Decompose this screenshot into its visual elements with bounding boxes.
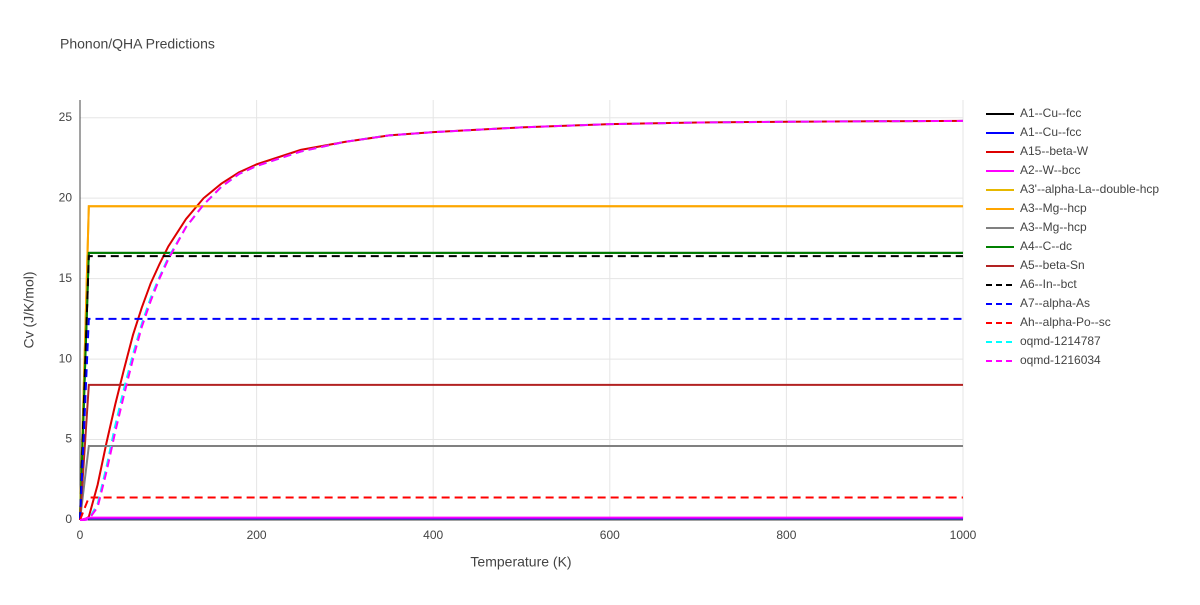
y-tick-label: 10: [59, 351, 73, 365]
legend-label: A3--Mg--hcp: [1020, 220, 1087, 234]
legend-label: A1--Cu--fcc: [1020, 125, 1081, 139]
legend-label: A4--C--dc: [1020, 239, 1072, 253]
series-line: [79, 444, 963, 521]
x-tick-label: 0: [77, 528, 84, 542]
y-tick-label: 0: [65, 512, 72, 526]
legend-label: A7--alpha-As: [1020, 296, 1090, 310]
legend-label: A3--Mg--hcp: [1020, 201, 1087, 215]
series-line: [79, 255, 963, 521]
legend-label: A6--In--bct: [1020, 277, 1077, 291]
series-line: [80, 119, 964, 521]
series-line: [79, 496, 963, 521]
series-line: [79, 383, 963, 521]
x-tick-label: 200: [247, 528, 267, 542]
x-tick-label: 1000: [950, 528, 977, 542]
series-line: [80, 119, 964, 521]
x-tick-label: 600: [600, 528, 620, 542]
legend-label: oqmd-1216034: [1020, 353, 1101, 367]
series-line: [79, 251, 963, 521]
legend-label: Ah--alpha-Po--sc: [1020, 315, 1111, 329]
legend-label: A2--W--bcc: [1020, 163, 1080, 177]
y-tick-label: 25: [59, 110, 73, 124]
series-line: [79, 251, 963, 521]
x-axis-label: Temperature (K): [470, 554, 571, 570]
series-line: [79, 317, 963, 521]
y-tick-label: 15: [59, 271, 73, 285]
series-line: [79, 516, 963, 521]
x-tick-label: 800: [776, 528, 796, 542]
legend-label: A5--beta-Sn: [1020, 258, 1085, 272]
y-tick-label: 20: [59, 190, 73, 204]
chart-title: Phonon/QHA Predictions: [60, 36, 215, 52]
y-tick-label: 5: [65, 432, 72, 446]
legend-label: oqmd-1214787: [1020, 334, 1101, 348]
y-axis-label: Cv (J/K/mol): [21, 272, 37, 349]
legend-label: A15--beta-W: [1020, 144, 1089, 158]
legend-label: A3'--alpha-La--double-hcp: [1020, 182, 1159, 196]
legend-label: A1--Cu--fcc: [1020, 106, 1081, 120]
x-tick-label: 400: [423, 528, 443, 542]
series-line: [79, 119, 964, 521]
